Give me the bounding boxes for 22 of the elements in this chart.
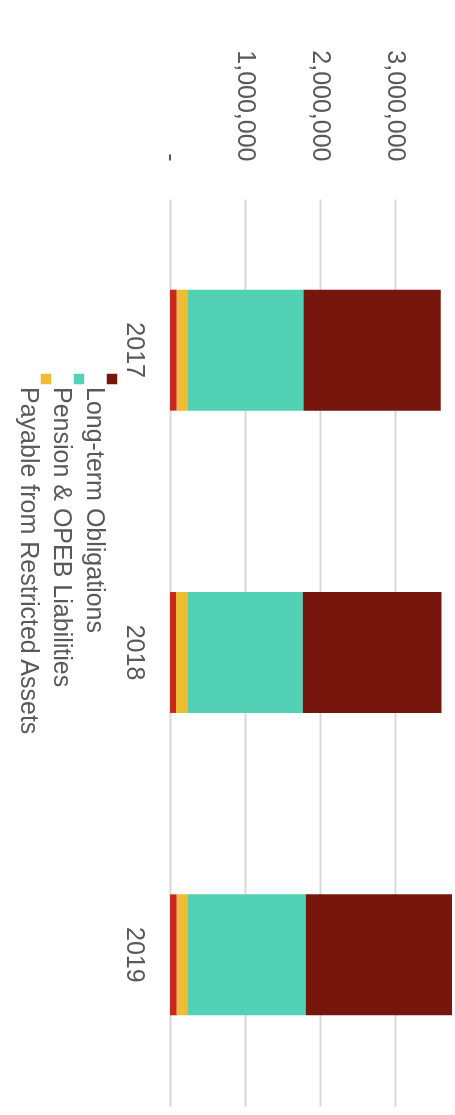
legend-label: Payable from Restricted Assets <box>16 387 44 735</box>
bar <box>303 289 441 411</box>
bar <box>170 289 177 411</box>
legend-label: Long-term Obligations <box>82 387 110 633</box>
bar <box>170 894 177 1016</box>
x-tick-label: 2,000,000 <box>307 50 336 162</box>
bar <box>170 592 176 713</box>
bar <box>176 592 188 713</box>
x-tick-label: - <box>157 153 186 162</box>
bar <box>176 289 188 411</box>
y-tick-label: 2017 <box>121 322 150 378</box>
legend-label: Pension & OPEB Liabilities <box>49 387 77 688</box>
x-tick-label: 1,000,000 <box>232 50 261 162</box>
bar <box>187 289 304 411</box>
bar <box>305 894 452 1016</box>
bar <box>187 894 306 1016</box>
y-tick-label: 2019 <box>121 927 150 983</box>
y-tick-label: 2018 <box>121 624 150 681</box>
bar <box>176 894 188 1016</box>
bar <box>302 592 442 713</box>
x-tick-label: 3,000,000 <box>382 50 411 162</box>
bar <box>187 592 303 713</box>
